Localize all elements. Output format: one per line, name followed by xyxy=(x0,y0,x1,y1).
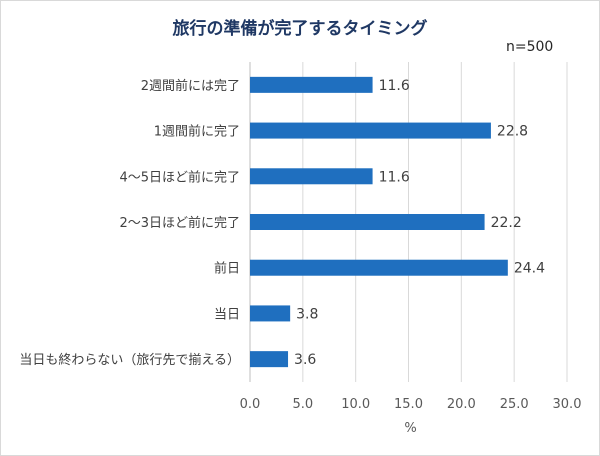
data-label: 11.6 xyxy=(379,78,410,94)
sample-size-note: n=500 xyxy=(506,39,554,55)
category-label: 2週間前には完了 xyxy=(141,78,240,94)
data-label: 22.2 xyxy=(491,215,522,231)
category-label: 2～3日ほど前に完了 xyxy=(119,215,240,231)
category-label: 当日も終わらない（旅行先で揃える） xyxy=(19,352,240,368)
x-axis-title: % xyxy=(404,421,416,436)
bar xyxy=(250,305,291,322)
category-label: 1週間前に完了 xyxy=(154,124,240,140)
bar xyxy=(250,351,289,368)
data-label: 3.8 xyxy=(296,306,318,322)
data-label: 22.8 xyxy=(497,124,528,140)
data-label: 11.6 xyxy=(379,169,410,185)
bar xyxy=(250,259,508,276)
category-label: 4～5日ほど前に完了 xyxy=(119,169,240,185)
category-label: 当日 xyxy=(214,307,240,322)
data-label: 24.4 xyxy=(514,261,545,277)
x-tick-label: 25.0 xyxy=(500,397,529,412)
x-tick-label: 5.0 xyxy=(292,397,313,412)
chart-title: 旅行の準備が完了するタイミング xyxy=(172,19,428,39)
category-label: 前日 xyxy=(214,261,240,277)
bar xyxy=(250,76,373,93)
bar xyxy=(250,214,485,230)
x-tick-label: 0.0 xyxy=(240,397,261,412)
data-label: 3.6 xyxy=(294,352,316,368)
x-tick-label: 30.0 xyxy=(553,397,582,412)
x-tick-label: 10.0 xyxy=(341,397,370,412)
bar xyxy=(250,168,373,185)
bar xyxy=(250,122,491,139)
x-tick-label: 20.0 xyxy=(447,397,476,412)
x-tick-label: 15.0 xyxy=(394,397,423,412)
